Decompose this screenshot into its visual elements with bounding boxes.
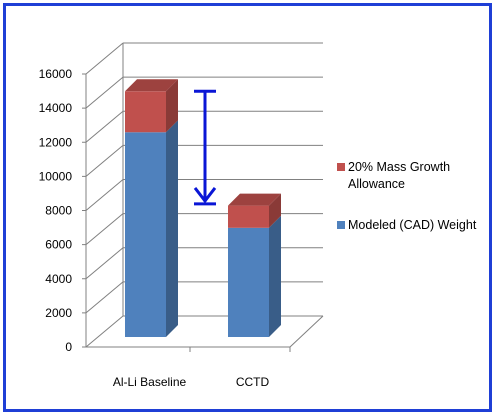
y-tick-label: 6000 <box>45 238 72 252</box>
bar-front-modeled <box>228 227 269 337</box>
bar-side <box>269 215 281 337</box>
y-tick-label: 8000 <box>45 204 72 218</box>
annotation-arrow-head <box>193 186 217 204</box>
bar-top <box>228 193 281 206</box>
bar-front-growth <box>228 205 269 228</box>
y-tick-label: 2000 <box>45 306 72 320</box>
x-tick-label: CCTD <box>236 375 270 389</box>
legend-swatch <box>337 221 345 229</box>
y-tick-label: 16000 <box>39 67 73 81</box>
y-tick-label: 4000 <box>45 272 72 286</box>
gridline-depth <box>85 281 124 314</box>
gridline-depth <box>85 179 124 211</box>
bar-front-growth <box>125 91 166 133</box>
gridline-depth <box>85 42 124 75</box>
bar-top <box>125 79 178 92</box>
y-tick-label: 12000 <box>39 135 73 149</box>
gridline-depth <box>85 315 124 348</box>
legend-label: Modeled (CAD) Weight <box>348 218 477 232</box>
gridline-depth <box>85 76 124 109</box>
legend-label: 20% Mass Growth Allowance <box>348 160 450 191</box>
bar-side <box>269 193 281 228</box>
gridline-depth <box>85 247 124 280</box>
y-tick-label: 10000 <box>39 169 73 183</box>
y-tick-label: 14000 <box>39 101 73 115</box>
bar-side <box>166 120 178 337</box>
gridline-depth <box>85 213 124 246</box>
x-tick-label: Al-Li Baseline <box>113 375 187 389</box>
floor-edge <box>289 315 324 348</box>
legend-swatch <box>337 163 345 171</box>
gridline-depth <box>85 110 124 143</box>
y-tick-label: 0 <box>65 340 72 354</box>
bar-side <box>166 79 178 133</box>
bar-front-modeled <box>125 132 166 337</box>
gridline-depth <box>85 144 124 177</box>
